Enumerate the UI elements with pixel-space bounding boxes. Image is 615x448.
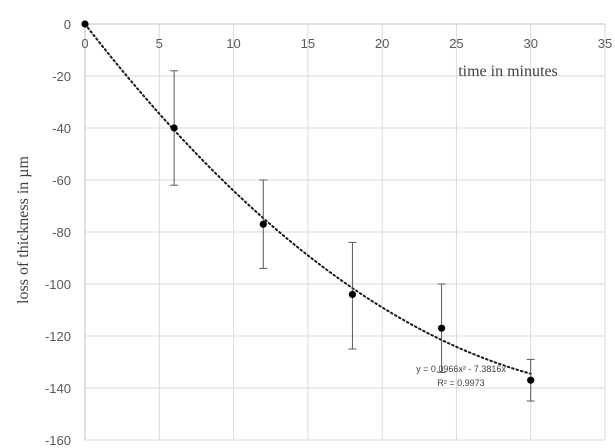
y-tick-label-7: -140 — [45, 381, 71, 396]
y-tick-label-8: -160 — [45, 433, 71, 448]
trendline-path — [84, 23, 532, 375]
gridlines — [84, 23, 606, 441]
x-tick-label-2: 10 — [226, 36, 240, 51]
data-point-3 — [348, 290, 357, 298]
trendline-equation: y = 0.0966x² - 7.3816x — [416, 364, 506, 374]
x-tick-label-4: 20 — [375, 36, 389, 51]
data-point-5 — [527, 376, 535, 384]
y-tick-label-4: -80 — [52, 225, 71, 240]
y-tick-label-3: -60 — [52, 173, 71, 188]
x-tick-label-1: 5 — [156, 36, 163, 51]
tick-labels: 0 5 10 15 20 25 30 35 0 -20 -40 -60 -80 -100 -120 -140 -… — [45, 17, 612, 448]
data-point-2 — [259, 220, 267, 228]
y-axis-title: loss of thickness in µm — [15, 156, 32, 304]
x-tick-label-5: 25 — [449, 36, 463, 51]
y-tick-label-0: 0 — [64, 17, 71, 32]
y-tick-label-6: -120 — [45, 329, 71, 344]
x-axis-title: time in minutes — [458, 63, 558, 80]
data-point-4 — [437, 324, 446, 332]
y-tick-label-5: -100 — [45, 277, 71, 292]
x-tick-label-0: 0 — [81, 36, 88, 51]
data-points — [81, 20, 535, 384]
trendline-r-squared: R² = 0.9973 — [437, 378, 484, 388]
data-point-0 — [81, 20, 89, 28]
data-point-1 — [170, 124, 178, 132]
y-tick-label-2: -40 — [52, 121, 71, 136]
x-tick-label-3: 15 — [301, 36, 315, 51]
x-tick-label-7: 35 — [598, 36, 612, 51]
axes — [84, 23, 605, 440]
trendline — [84, 23, 532, 375]
x-tick-label-6: 30 — [523, 36, 537, 51]
error-bars — [170, 70, 535, 402]
y-tick-label-1: -20 — [52, 69, 71, 84]
